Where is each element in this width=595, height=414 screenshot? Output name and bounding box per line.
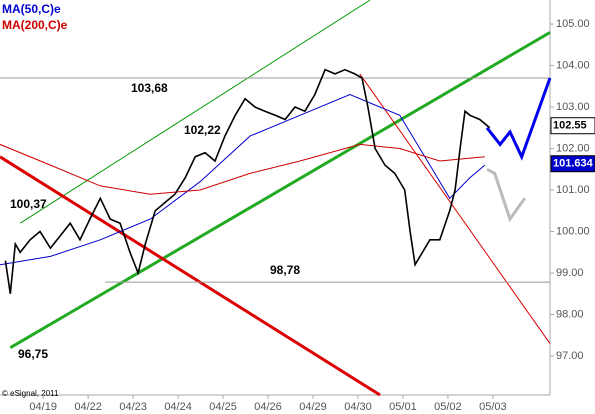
x-tick-label: 04/26	[254, 401, 282, 413]
ma-line	[0, 143, 485, 195]
annotation: 96,75	[18, 347, 48, 361]
y-tick-label: 100.00	[556, 225, 590, 237]
y-tick-label: 98.00	[556, 308, 584, 320]
legend-entry: MA(200,C)e	[2, 18, 68, 32]
x-tick-label: 05/02	[434, 401, 462, 413]
x-tick-label: 04/22	[74, 401, 102, 413]
trend-line	[0, 155, 381, 397]
legend-entry: MA(50,C)e	[2, 2, 61, 16]
x-tick-label: 04/25	[209, 401, 237, 413]
trend-line	[9, 31, 551, 349]
y-tick-label: 103.00	[556, 101, 590, 113]
y-tick-label: 102.00	[556, 142, 590, 154]
x-tick-label: 04/30	[344, 401, 372, 413]
y-tick-label: 104.00	[556, 59, 590, 71]
annotation: 103,68	[131, 81, 168, 95]
last-value-label: 101.634	[553, 158, 594, 170]
x-tick-label: 04/29	[299, 401, 327, 413]
annotation: 102,22	[184, 123, 221, 137]
y-tick-label: 101.00	[556, 184, 590, 196]
x-tick-label: 05/01	[389, 401, 417, 413]
trend-line	[486, 167, 527, 223]
x-tick-label: 04/19	[29, 401, 57, 413]
annotation: 100,37	[10, 197, 47, 211]
trend-line	[359, 73, 551, 344]
y-tick-label: 97.00	[556, 350, 584, 362]
x-tick-label: 04/23	[119, 401, 147, 413]
last-value-box	[550, 155, 595, 173]
y-tick-label: 99.00	[556, 267, 584, 279]
x-tick-label: 05/03	[479, 401, 507, 413]
y-tick-label: 105.00	[556, 18, 590, 30]
plot-area	[0, 0, 550, 395]
last-value-box	[550, 117, 595, 135]
ma-line	[0, 94, 486, 266]
price-line	[4, 68, 491, 294]
trend-line	[485, 77, 552, 161]
last-value-label: 102.55	[553, 120, 587, 132]
source: © eSignal, 2011	[2, 389, 59, 398]
trend-line	[19, 0, 371, 224]
annotation: 98,78	[270, 263, 300, 277]
x-tick-label: 04/24	[164, 401, 192, 413]
